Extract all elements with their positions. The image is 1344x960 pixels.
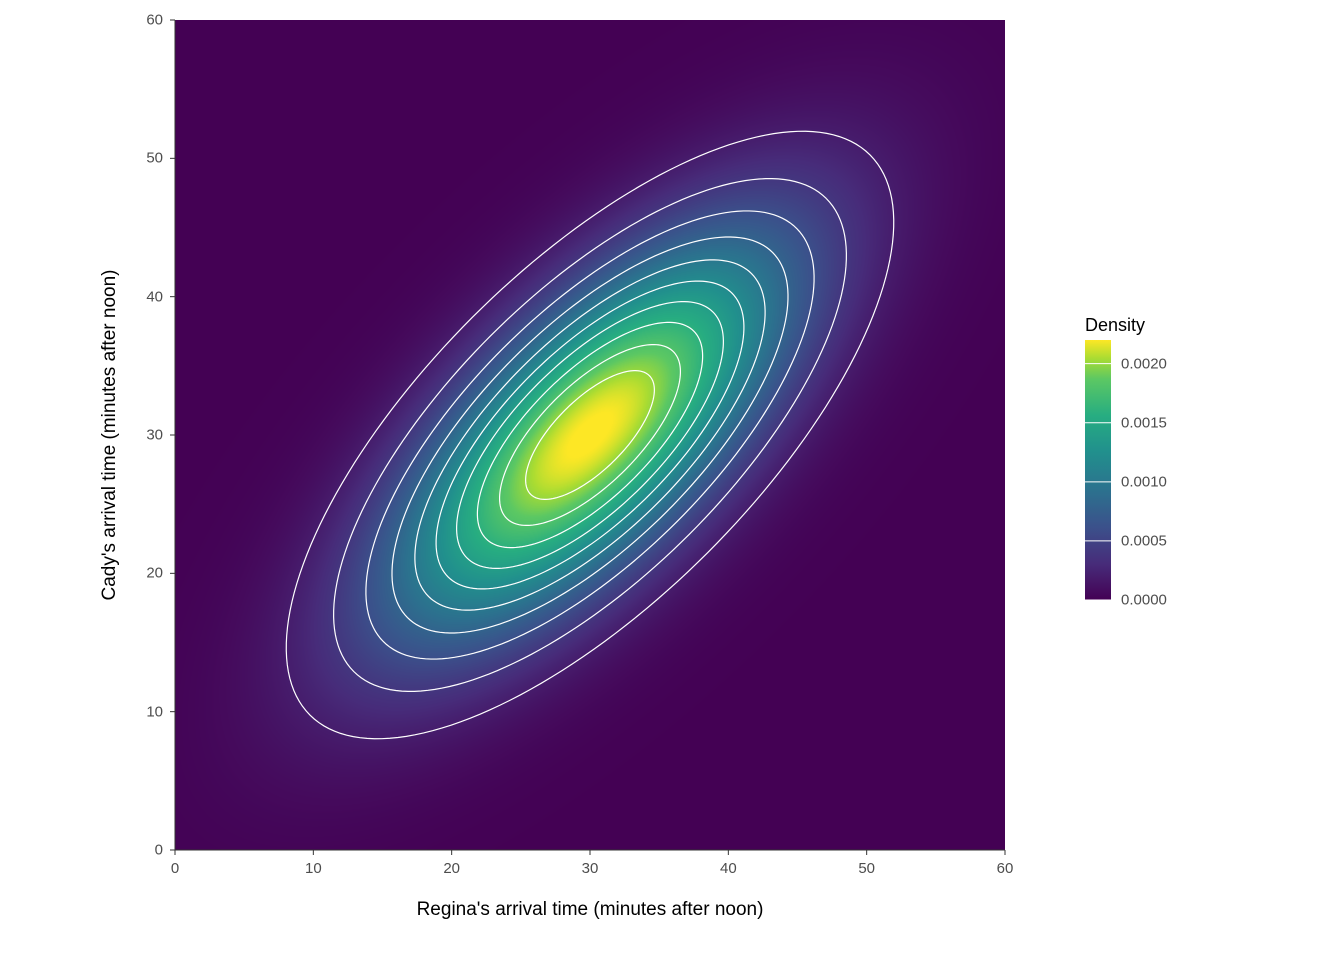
legend-tick-label: 0.0010 [1121,473,1167,490]
legend-tick-label: 0.0015 [1121,414,1167,431]
density-contour-chart: Cady's arrival time (minutes after noon)… [0,0,1344,960]
y-tick-label: 0 [155,842,163,859]
x-tick-label: 0 [171,860,179,877]
x-tick-label: 20 [443,860,460,877]
legend-tick-label: 0.0020 [1121,355,1167,372]
x-tick-label: 50 [858,860,875,877]
legend-tick-label: 0.0000 [1121,592,1167,609]
x-tick-label: 30 [582,860,599,877]
y-tick-label: 10 [146,703,163,720]
y-tick-label: 60 [146,12,163,29]
y-tick-label: 50 [146,150,163,167]
legend-tick-label: 0.0005 [1121,532,1167,549]
x-tick-label: 10 [305,860,322,877]
y-tick-label: 30 [146,427,163,444]
y-axis-title: Cady's arrival time (minutes after noon) [99,270,121,601]
x-tick-label: 40 [720,860,737,877]
legend-title: Density [1085,315,1145,336]
x-tick-label: 60 [997,860,1014,877]
x-axis-title: Regina's arrival time (minutes after noo… [417,899,764,921]
y-tick-label: 20 [146,565,163,582]
y-tick-label: 40 [146,288,163,305]
